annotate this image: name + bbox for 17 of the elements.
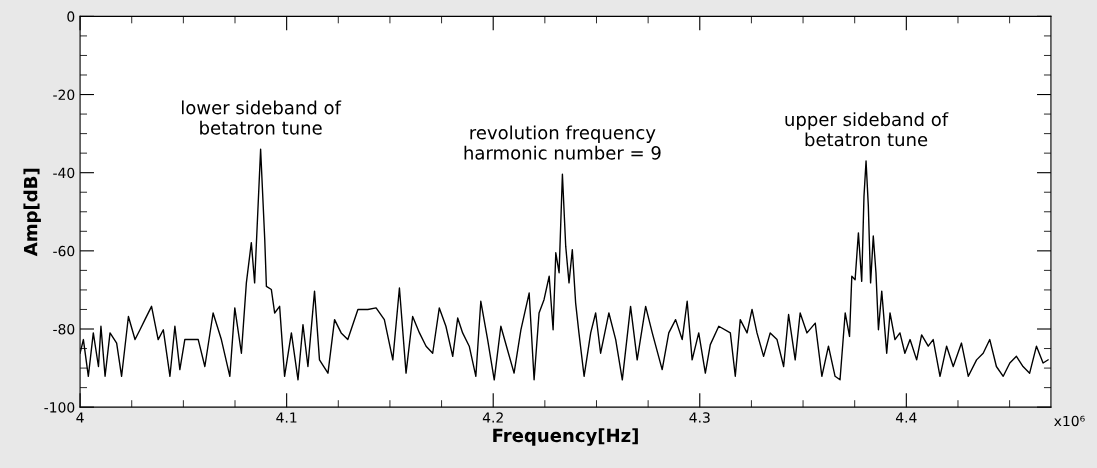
y-tick-label: -80 — [53, 323, 75, 335]
y-tick-label: -40 — [53, 167, 75, 179]
text: x10⁶ — [1054, 415, 1085, 427]
y-tick-label: -60 — [53, 245, 75, 257]
annotation: lower sideband of betatron tune — [181, 100, 342, 135]
x-tick-label: 4.4 — [895, 412, 917, 423]
x-tick-label: 4.2 — [482, 412, 503, 423]
annotation: upper sideband of betatron tune — [785, 112, 949, 147]
annotation: revolution frequency harmonic number = 9 — [464, 125, 661, 160]
x-tick-label: 4.1 — [276, 412, 297, 423]
y-axis-title: Amp[dB] — [23, 168, 41, 257]
x-axis-title: Frequency[Hz] — [493, 428, 638, 446]
y-tick-label: 0 — [67, 11, 75, 22]
y-tick-label: -20 — [53, 89, 75, 101]
x-tick-label: 4 — [76, 412, 84, 423]
y-tick-label: -100 — [44, 402, 75, 413]
x-tick-label: 4.3 — [689, 412, 710, 423]
